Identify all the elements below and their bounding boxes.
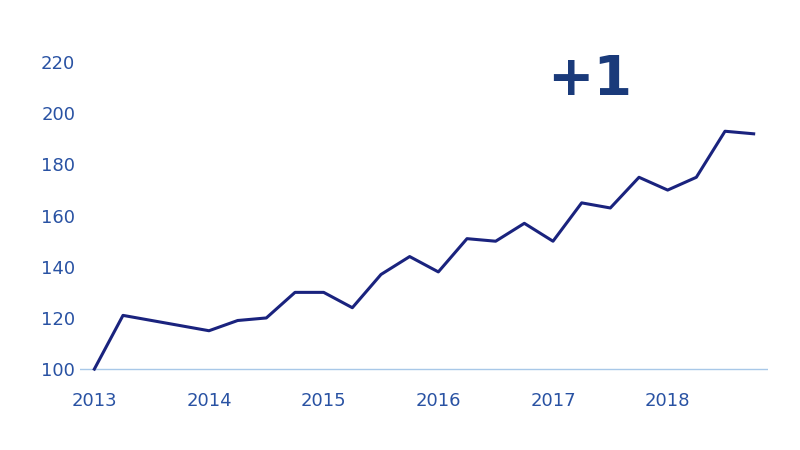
Text: +1: +1 [547, 53, 632, 107]
